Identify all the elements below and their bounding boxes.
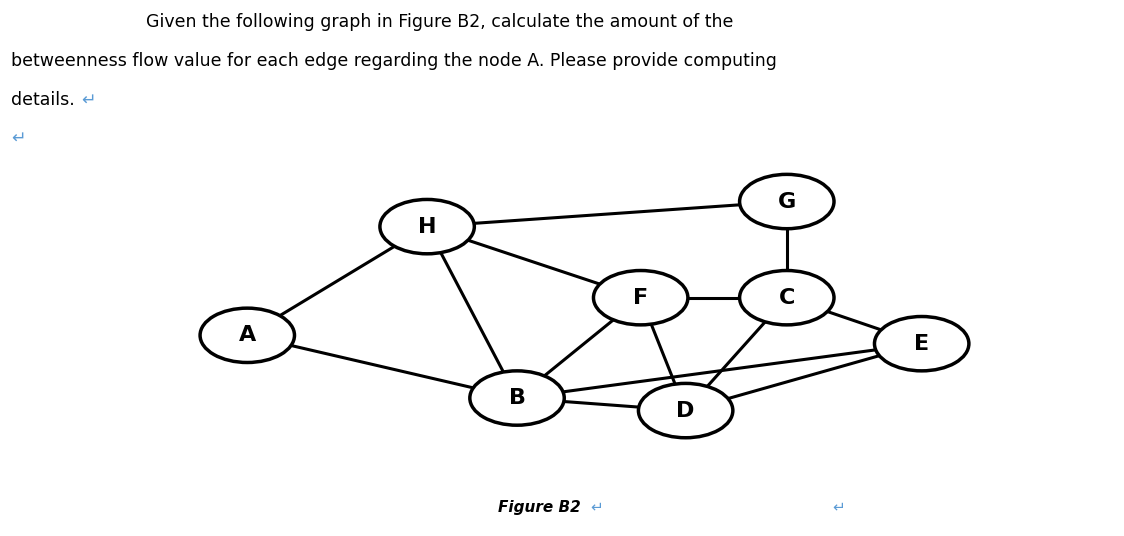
Text: B: B	[508, 388, 526, 408]
Text: A: A	[238, 325, 256, 345]
Text: E: E	[914, 334, 930, 354]
Text: Given the following graph in Figure B2, calculate the amount of the: Given the following graph in Figure B2, …	[146, 13, 734, 32]
Text: ↵: ↵	[11, 129, 26, 147]
Ellipse shape	[638, 383, 733, 438]
Text: details.: details.	[11, 91, 75, 109]
Text: ↵: ↵	[590, 500, 602, 515]
Text: D: D	[677, 400, 695, 421]
Text: C: C	[779, 288, 795, 308]
Ellipse shape	[740, 271, 834, 325]
Text: Figure B2: Figure B2	[498, 500, 581, 515]
Text: ↵: ↵	[832, 500, 844, 515]
Ellipse shape	[380, 199, 474, 254]
Text: G: G	[778, 191, 796, 212]
Text: ↵: ↵	[81, 91, 96, 109]
Ellipse shape	[874, 316, 969, 371]
Text: betweenness flow value for each edge regarding the node A. Please provide comput: betweenness flow value for each edge reg…	[11, 52, 777, 70]
Ellipse shape	[740, 174, 834, 229]
Ellipse shape	[593, 271, 688, 325]
Ellipse shape	[470, 371, 564, 425]
Text: F: F	[633, 288, 649, 308]
Text: H: H	[418, 217, 436, 236]
Ellipse shape	[200, 308, 294, 362]
